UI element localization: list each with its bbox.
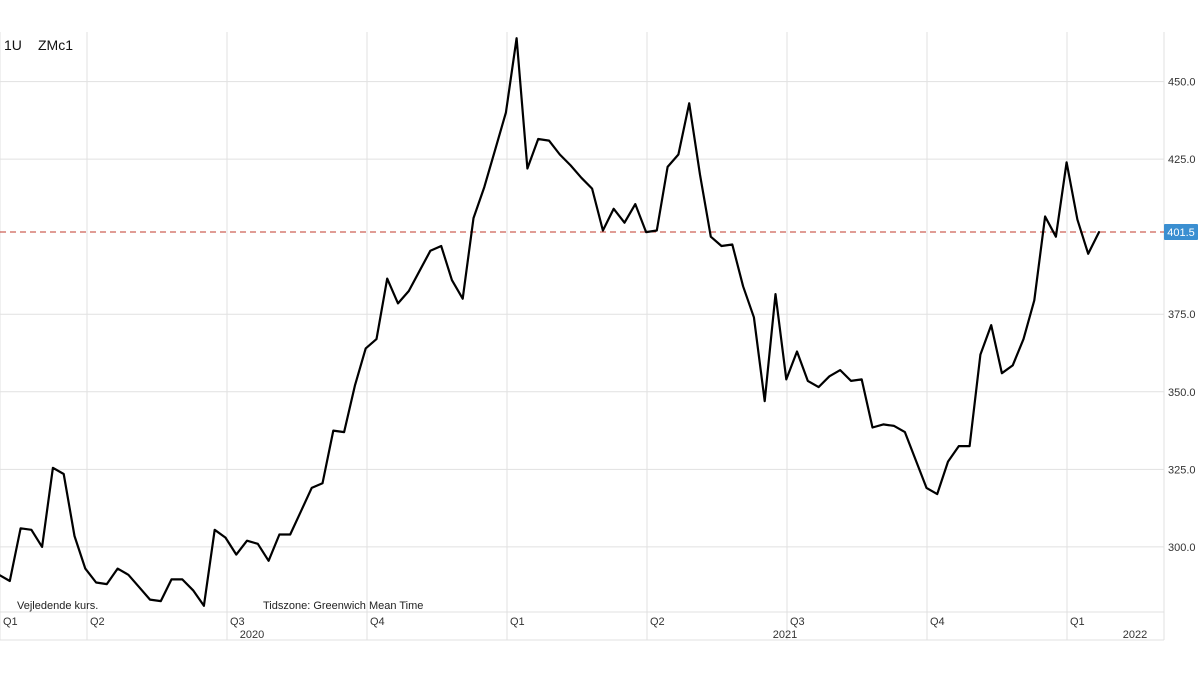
x-year-label: 2021 (773, 629, 797, 641)
y-tick-label: 325.0 (1168, 464, 1196, 476)
symbol-label: ZMc1 (38, 37, 73, 53)
current-price-badge-label: 401.5 (1167, 227, 1195, 239)
x-quarter-label: Q4 (930, 616, 945, 628)
current-price-badge: 401.5 (1164, 224, 1198, 241)
x-quarter-label: Q2 (650, 616, 665, 628)
y-tick-label: 450.0 (1168, 77, 1196, 89)
price-series-line (0, 37, 1101, 607)
x-quarter-label: Q1 (3, 616, 18, 628)
x-year-label: 2022 (1123, 629, 1147, 641)
x-quarter-label: Q1 (1070, 616, 1085, 628)
current-price-badge-bg (1164, 224, 1198, 241)
timezone-note: Tidszone: Greenwich Mean Time (263, 600, 423, 612)
y-tick-label: 425.0 (1168, 154, 1196, 166)
horizontal-gridlines (0, 81, 1164, 548)
x-quarter-label: Q4 (370, 616, 385, 628)
x-quarter-label: Q3 (230, 616, 245, 628)
x-axis-year-labels: 2020 2021 2022 (240, 629, 1147, 641)
interval-label: 1U (4, 37, 22, 53)
y-axis-tick-labels: 450.0 425.0 375.0 350.0 325.0 300.0 (1168, 77, 1196, 554)
indicative-price-note: Vejledende kurs. (17, 600, 98, 612)
x-axis-quarter-labels: Q1 Q2 Q3 Q4 Q1 Q2 Q3 Q4 Q1 (3, 616, 1085, 628)
y-tick-label: 300.0 (1168, 542, 1196, 554)
x-quarter-label: Q3 (790, 616, 805, 628)
x-quarter-label: Q1 (510, 616, 525, 628)
x-year-label: 2020 (240, 629, 264, 641)
y-tick-label: 350.0 (1168, 387, 1196, 399)
x-quarter-label: Q2 (90, 616, 105, 628)
y-tick-label: 375.0 (1168, 309, 1196, 321)
vertical-gridlines (0, 32, 1068, 640)
